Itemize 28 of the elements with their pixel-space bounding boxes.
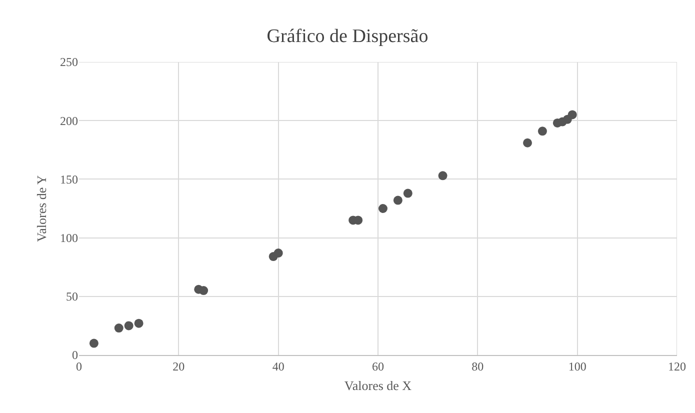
point <box>393 196 402 205</box>
point <box>538 126 547 136</box>
x-tick-label: 80 <box>472 359 484 374</box>
x-tick-label: 60 <box>372 359 384 374</box>
x-tick-label: 40 <box>272 359 284 374</box>
y-tick-label: 100 <box>60 231 78 245</box>
x-tick-label: 20 <box>172 359 185 374</box>
point <box>124 321 134 330</box>
point <box>568 110 577 120</box>
x-tick-label: 100 <box>568 359 586 374</box>
point <box>378 204 388 213</box>
point <box>89 338 98 348</box>
y-tick-label: 250 <box>60 55 78 70</box>
y-axis-title: Valores de Y <box>34 174 49 242</box>
y-tick-label: 200 <box>60 114 78 128</box>
y-tick-label: 150 <box>60 172 78 186</box>
x-tick-label: 120 <box>668 359 686 374</box>
point <box>403 188 412 198</box>
point <box>274 248 283 258</box>
y-tick-label: 0 <box>72 348 78 362</box>
point <box>114 324 124 333</box>
point <box>134 318 144 328</box>
y-tick-label: 50 <box>66 290 78 304</box>
x-axis-title: Valores de X <box>344 378 412 393</box>
point <box>438 171 448 180</box>
point <box>523 138 532 148</box>
chart-title: Gráfico de Dispersão <box>266 26 428 48</box>
point <box>199 286 208 296</box>
